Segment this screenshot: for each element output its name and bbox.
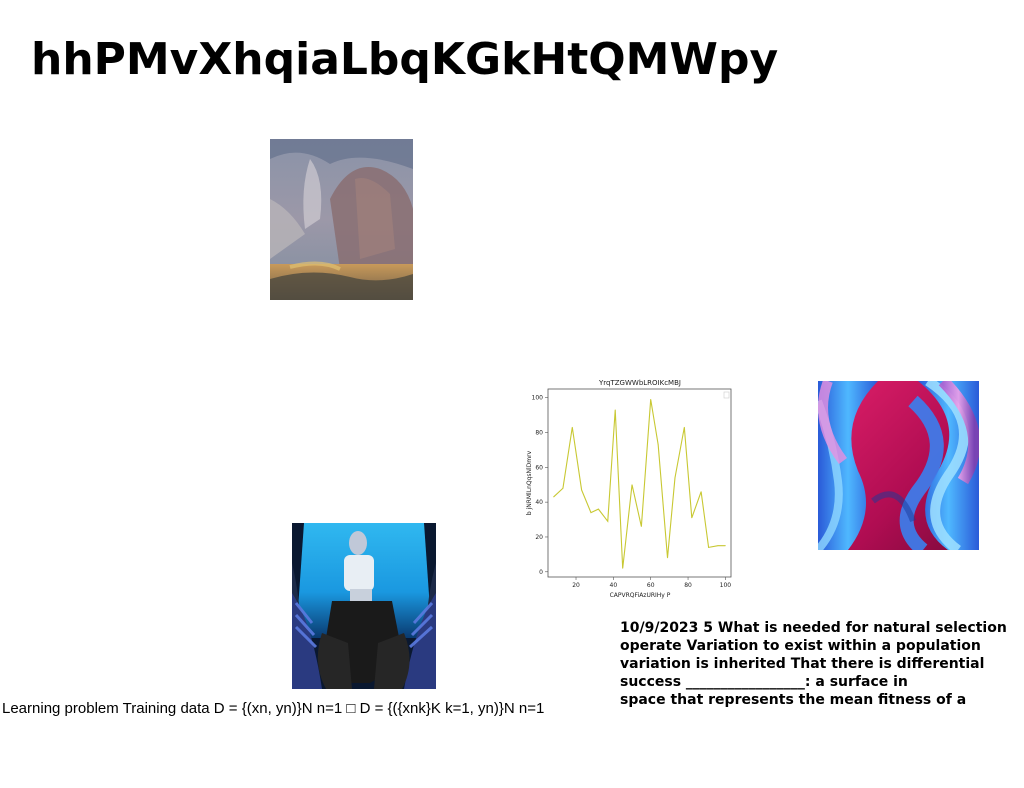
data-point (622, 567, 624, 569)
landscape-painting-image (270, 139, 413, 300)
abstract-wave-image (818, 381, 979, 550)
data-point (683, 426, 685, 428)
data-point (631, 484, 633, 486)
y-tick-label: 100 (532, 395, 544, 402)
y-tick-label: 80 (535, 430, 543, 437)
chart-plot-area (547, 388, 732, 578)
legend-box-icon (723, 391, 730, 399)
x-tick-label: 80 (684, 582, 692, 589)
data-point (650, 399, 652, 400)
data-point (562, 487, 564, 489)
data-point (581, 489, 583, 491)
y-tick-label: 60 (535, 464, 543, 471)
data-point (724, 545, 726, 547)
data-point (674, 477, 676, 479)
data-point (717, 545, 719, 547)
x-tick-label: 60 (647, 582, 655, 589)
chart-title: YrqTZGWWbLROIKcMBJ (598, 379, 681, 387)
data-point (553, 496, 555, 498)
line-chart: YrqTZGWWbLROIKcMBJ 0 20 40 60 80 100 20 40 60 80… (520, 374, 736, 600)
x-tick-label: 100 (720, 582, 732, 589)
data-point (598, 508, 599, 510)
data-point (708, 547, 709, 548)
y-tick-label: 40 (535, 499, 543, 506)
y-tick-label: 20 (535, 534, 543, 541)
data-point (700, 491, 702, 493)
learning-problem-caption: Learning problem Training data D = {(xn,… (2, 700, 545, 717)
data-point (640, 526, 642, 527)
x-tick-label: 40 (610, 582, 618, 589)
chart-xlabel: CAPVRQFiAzURIHy P (610, 592, 671, 599)
data-point (590, 512, 592, 513)
data-point (571, 426, 573, 428)
x-tick-label: 20 (572, 582, 580, 589)
chart-ylabel: b jNRMlLnQqsNlDmrv (526, 450, 533, 515)
data-point (607, 520, 609, 522)
page-title: hhPMvXhqiaLbqKGkHtQMWpy (31, 34, 779, 85)
robot-figure-photo (292, 523, 436, 689)
y-tick-label: 0 (539, 569, 543, 576)
data-point (691, 517, 693, 519)
natural-selection-paragraph: 10/9/2023 5 What is needed for natural s… (620, 620, 1007, 708)
data-point (614, 409, 616, 411)
data-point (657, 444, 659, 446)
data-point (667, 557, 668, 559)
